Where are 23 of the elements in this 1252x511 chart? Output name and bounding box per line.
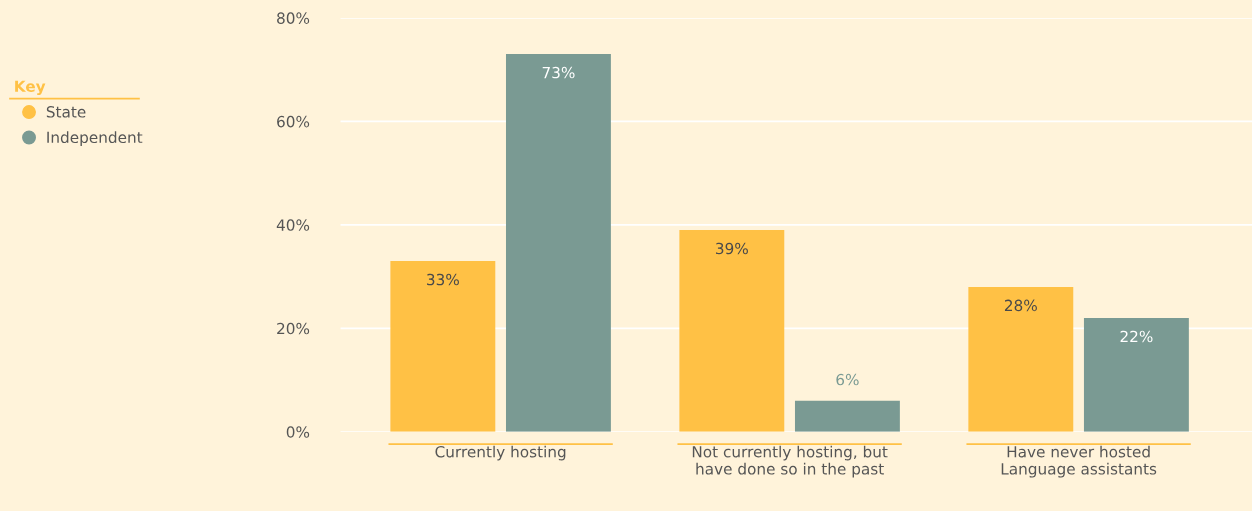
bar	[968, 286, 1074, 432]
bar	[794, 400, 900, 432]
bar	[505, 54, 611, 432]
data-label: 28%	[1004, 299, 1037, 312]
legend-label: State	[46, 106, 86, 118]
legend-title: Key	[15, 80, 46, 96]
data-label: 22%	[1120, 330, 1153, 343]
bar	[679, 230, 785, 432]
y-tick-label: 0%	[286, 426, 310, 438]
y-tick-label: 60%	[277, 115, 310, 128]
bar	[1083, 317, 1189, 432]
y-tick-label: 80%	[277, 12, 310, 24]
data-label: 33%	[427, 273, 459, 286]
legend-label: Independent	[47, 131, 143, 147]
x-tick-label: Have never hosted Language assistants	[1001, 445, 1157, 478]
data-label: 73%	[542, 66, 575, 79]
data-label: 6%	[836, 373, 859, 386]
x-tick-label: Currently hosting	[435, 445, 566, 461]
x-tick-label: Not currently hosting, but have done so in the past	[692, 445, 888, 478]
y-tick-label: 20%	[277, 322, 310, 335]
y-tick-label: 40%	[276, 219, 310, 231]
bar	[390, 261, 496, 432]
data-label: 39%	[716, 242, 748, 255]
